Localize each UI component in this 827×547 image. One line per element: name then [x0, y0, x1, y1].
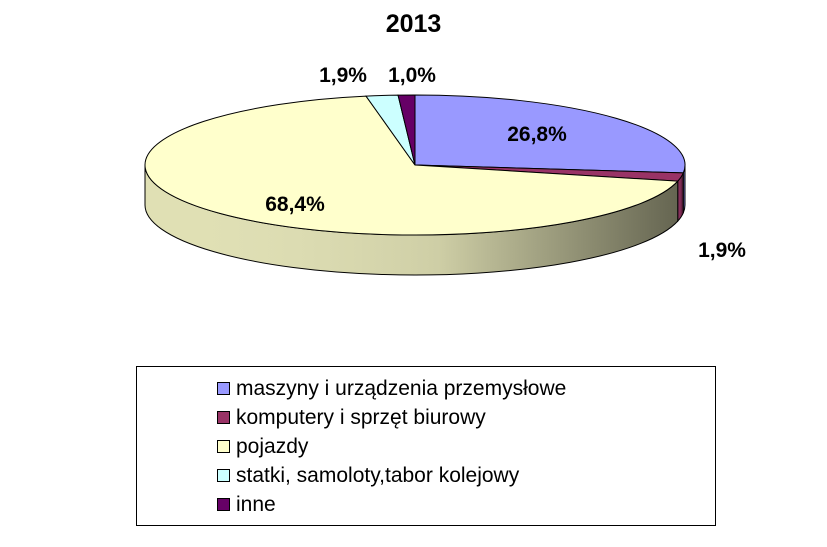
- legend-item: inne: [217, 490, 715, 519]
- legend-swatch: [217, 382, 230, 395]
- legend-label: maszyny i urządzenia przemysłowe: [236, 376, 567, 400]
- legend-label: statki, samoloty,tabor kolejowy: [236, 463, 520, 487]
- pie-data-label: 1,9%: [319, 64, 367, 87]
- legend-label: pojazdy: [236, 434, 309, 458]
- legend-item: statki, samoloty,tabor kolejowy: [217, 461, 715, 490]
- legend-swatch: [217, 411, 230, 424]
- pie-slice-side-shade: [144, 165, 678, 276]
- legend-label: komputery i sprzęt biurowy: [236, 405, 486, 429]
- legend: maszyny i urządzenia przemysłowe kompute…: [136, 366, 716, 526]
- pie-data-labels: 26,8% 1,9% 68,4% 1,9% 1,0%: [265, 64, 746, 262]
- legend-item: pojazdy: [217, 432, 715, 461]
- pie-data-label: 68,4%: [265, 193, 325, 216]
- legend-item: komputery i sprzęt biurowy: [217, 403, 715, 432]
- pie-slice: [414, 94, 686, 174]
- chart-title: 2013: [385, 10, 442, 38]
- pie-slice: [397, 94, 416, 166]
- pie-data-label: 26,8%: [507, 123, 567, 146]
- pie-tops: [144, 94, 686, 236]
- legend-label: inne: [236, 492, 276, 516]
- pie-data-label: 1,0%: [388, 64, 436, 87]
- legend-item: maszyny i urządzenia przemysłowe: [217, 374, 715, 403]
- pie-slice-side-shade: [677, 172, 684, 222]
- legend-swatch: [217, 498, 230, 511]
- legend-swatch: [217, 469, 230, 482]
- pie-data-label: 1,9%: [698, 239, 746, 262]
- pie-slice: [144, 95, 679, 236]
- legend-swatch: [217, 440, 230, 453]
